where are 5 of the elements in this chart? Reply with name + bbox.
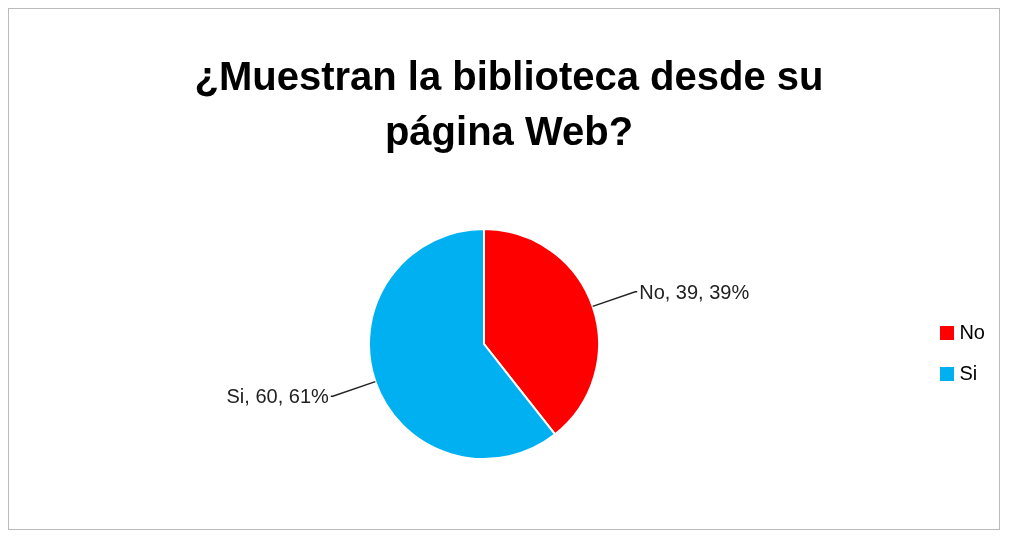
legend-label: Si: [959, 362, 978, 385]
legend-label: No: [959, 321, 985, 344]
data-label: Si, 60, 61%: [226, 385, 329, 408]
chart-title: ¿Muestran la biblioteca desde su página Web?: [193, 53, 825, 155]
data-label: No, 39, 39%: [639, 280, 750, 303]
